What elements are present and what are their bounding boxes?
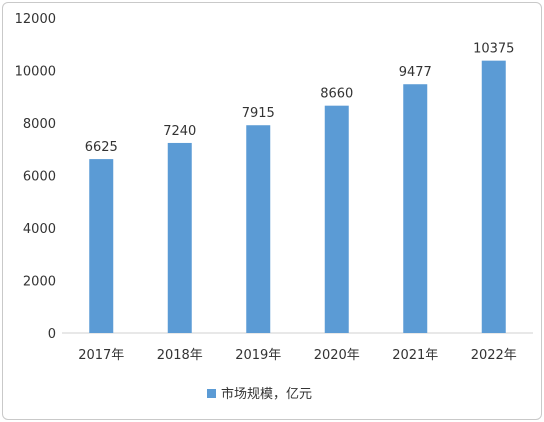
data-label: 8660 — [320, 87, 353, 102]
x-tick-label: 2018年 — [157, 348, 203, 363]
bar — [167, 142, 192, 333]
data-label: 6625 — [85, 140, 118, 155]
x-tick-label: 2019年 — [235, 348, 281, 363]
y-tick-label: 2000 — [23, 275, 56, 290]
data-label: 7240 — [163, 124, 196, 139]
x-tick-label: 2017年 — [78, 348, 124, 363]
data-label: 7915 — [242, 106, 275, 121]
y-tick-label: 10000 — [15, 65, 56, 80]
y-axis-ticks: 0 2000 4000 6000 8000 10000 12000 — [15, 12, 56, 342]
data-labels: 6625 7240 7915 8660 9477 10375 — [85, 42, 515, 155]
bar — [246, 125, 271, 333]
x-axis-ticks: 2017年 2018年 2019年 2020年 2021年 2022年 — [78, 348, 517, 363]
bars — [89, 60, 506, 333]
y-tick-label: 0 — [48, 327, 56, 342]
data-label: 10375 — [473, 42, 514, 57]
y-tick-label: 12000 — [15, 12, 56, 27]
legend-swatch — [207, 389, 216, 398]
bar — [403, 84, 428, 333]
legend-label: 市场规模，亿元 — [221, 386, 312, 402]
data-label: 9477 — [399, 65, 432, 80]
x-tick-label: 2020年 — [314, 348, 360, 363]
bar — [89, 159, 114, 333]
y-tick-label: 4000 — [23, 222, 56, 237]
y-tick-label: 8000 — [23, 117, 56, 132]
x-tick-label: 2022年 — [471, 348, 517, 363]
legend: 市场规模，亿元 — [207, 386, 312, 402]
bar — [324, 105, 349, 333]
bar — [481, 60, 506, 333]
x-tick-label: 2021年 — [392, 348, 438, 363]
y-tick-label: 6000 — [23, 170, 56, 185]
